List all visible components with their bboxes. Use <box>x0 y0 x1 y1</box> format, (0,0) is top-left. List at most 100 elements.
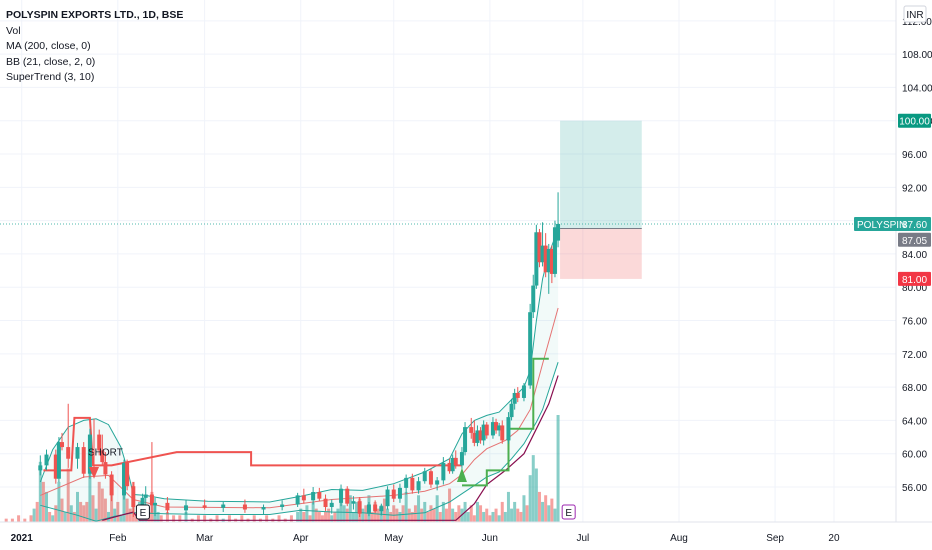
volume-bar <box>196 515 200 522</box>
volume-bar <box>82 505 86 522</box>
price-tick-label: 64.00 <box>902 416 927 427</box>
candle-body <box>441 462 446 481</box>
volume-bar <box>320 515 324 522</box>
volume-bar <box>116 501 120 522</box>
volume-bar <box>79 501 83 522</box>
candle-body <box>428 471 433 485</box>
candle-body <box>153 502 158 506</box>
candle-body <box>366 504 371 514</box>
price-axis[interactable]: 56.00 60.00 64.00 68.00 72.00 76.00 80.00 84.00… <box>895 0 932 522</box>
candle-body <box>345 488 350 504</box>
long-position-tool[interactable] <box>560 120 642 279</box>
candle-body <box>397 487 402 499</box>
candle-body <box>311 492 316 501</box>
volume-bar <box>305 505 309 522</box>
candle-body <box>339 488 344 503</box>
last-price-tag-text: 87.60 <box>902 220 927 231</box>
candle-body <box>450 457 455 472</box>
volume-bar <box>103 498 107 522</box>
volume-bar <box>454 511 458 522</box>
time-tick-label: 2021 <box>11 533 34 544</box>
volume-bar <box>35 501 39 522</box>
volume-bar <box>553 508 557 522</box>
bb-indicator-label[interactable]: BB (21, close, 2, 0) <box>6 55 96 68</box>
bb-fill <box>40 228 559 522</box>
volume-bar <box>165 511 169 522</box>
price-tick-label: 84.00 <box>902 250 927 261</box>
volume-bar <box>392 505 396 522</box>
candle-body <box>60 442 65 448</box>
volume-bar <box>48 511 52 522</box>
volume-indicator-label[interactable]: Vol <box>6 24 21 37</box>
candle-body <box>143 494 148 498</box>
volume-bar <box>469 505 473 522</box>
candle-body <box>221 504 226 508</box>
volume-bar <box>51 515 55 522</box>
volume-bar <box>128 508 132 522</box>
volume-bar <box>203 515 207 522</box>
volume-bar <box>314 508 318 522</box>
candle-body <box>528 312 533 386</box>
price-tick-label: 72.00 <box>902 350 927 361</box>
time-axis[interactable]: 2021 Feb Mar Apr May Jun Jul Aug Sep 20 <box>0 521 932 544</box>
volume-bar <box>172 515 176 522</box>
stop-price-tag-text: 81.00 <box>902 275 927 286</box>
candle-body <box>512 392 517 404</box>
volume-bar <box>227 515 231 522</box>
volume-bar <box>382 498 386 522</box>
candle-body <box>125 462 130 487</box>
volume-bar <box>308 515 312 522</box>
volume-bar <box>438 511 442 522</box>
volume-bar <box>10 518 14 522</box>
candle-body <box>87 434 92 474</box>
candle-body <box>131 486 136 508</box>
candle-body <box>475 430 480 443</box>
symbol-title[interactable]: POLYSPIN EXPORTS LTD., 1D, BSE <box>6 9 184 21</box>
volume-bar <box>448 488 452 522</box>
supertrend-indicator-label[interactable]: SuperTrend (3, 10) <box>6 71 95 83</box>
volume-bar <box>296 511 300 522</box>
candle-body <box>379 506 384 512</box>
profit-zone <box>560 120 642 229</box>
candle-body <box>295 495 300 505</box>
volume-bar <box>398 511 402 522</box>
time-tick-label: 20 <box>828 533 840 544</box>
candle-body <box>484 424 489 436</box>
volume-bar <box>178 515 182 522</box>
volume-bar <box>72 511 76 522</box>
candle-body <box>546 248 551 273</box>
candlesticks <box>38 192 561 518</box>
candle-body <box>100 450 105 463</box>
volume-bar <box>513 501 517 522</box>
volume-bar <box>94 508 98 522</box>
volume-bar <box>240 515 244 522</box>
candle-body <box>469 427 474 433</box>
volume-bar <box>429 505 433 522</box>
candle-body <box>329 502 334 508</box>
volume-bar <box>426 511 430 522</box>
volume-bar <box>370 511 374 522</box>
short-signal-arrow <box>89 467 100 479</box>
ma-indicator-label[interactable]: MA (200, close, 0) <box>6 40 91 52</box>
price-tick-label: 68.00 <box>902 383 927 394</box>
volume-bar <box>528 475 532 522</box>
chart-legend: POLYSPIN EXPORTS LTD., 1D, BSE Vol MA (2… <box>6 8 183 86</box>
volume-bar <box>277 515 281 522</box>
volume-bar <box>54 505 58 522</box>
candle-body <box>184 505 189 511</box>
volume-bar <box>386 508 390 522</box>
candle-body <box>44 454 49 466</box>
candle-body <box>463 427 468 453</box>
volume-bar <box>522 495 526 522</box>
volume-bar <box>401 505 405 522</box>
volume-bar <box>324 511 328 522</box>
candle-body <box>122 462 127 496</box>
candle-body <box>53 454 58 479</box>
earnings-marker-box <box>561 504 576 520</box>
candle-body <box>506 417 511 441</box>
volume-bar <box>556 415 560 522</box>
volume-bar <box>519 511 523 522</box>
volume-bar <box>60 498 64 522</box>
candle-body <box>165 502 170 511</box>
